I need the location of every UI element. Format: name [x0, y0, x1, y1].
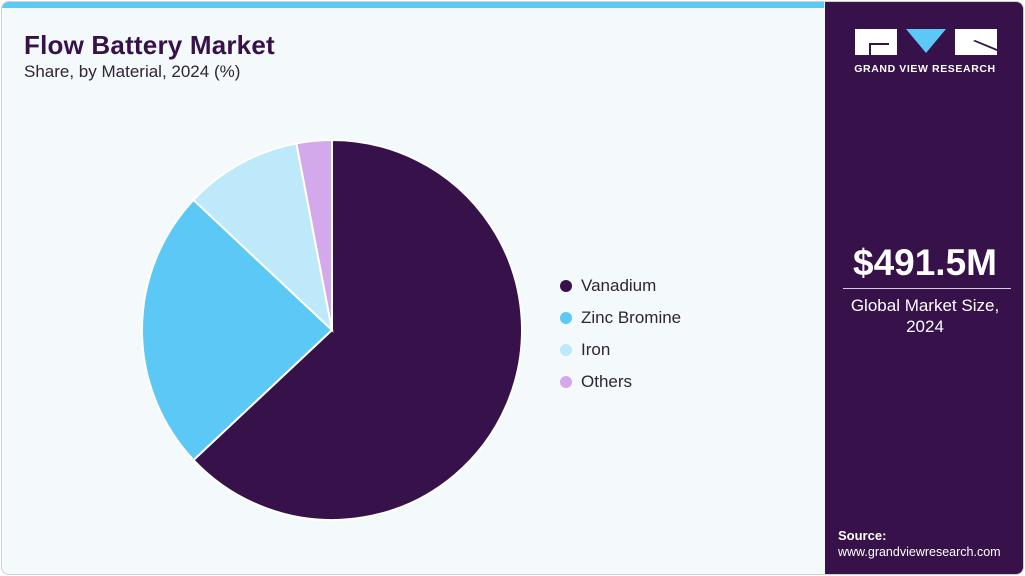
pie-slice-vanadium — [192, 138, 523, 521]
market-size-label-line2: 2024 — [906, 317, 944, 336]
legend-item-iron: Iron — [560, 334, 681, 366]
market-size-label-line1: Global Market Size, — [850, 296, 1000, 315]
accent-bar — [2, 2, 824, 8]
logo-text: GRAND VIEW RESEARCH — [854, 63, 996, 75]
legend-label: Vanadium — [581, 276, 657, 295]
chart-legend: Vanadium Zinc Bromine Iron Others — [560, 270, 681, 398]
grand-view-research-logo — [855, 29, 997, 55]
legend-dot-icon — [560, 344, 572, 356]
legend-label: Others — [581, 372, 633, 391]
source-label: Source: — [838, 528, 887, 543]
pie-slice-others — [295, 138, 333, 331]
market-size-value: $491.5M — [853, 242, 997, 283]
pie-slice-iron — [192, 142, 334, 333]
source-link[interactable]: www.grandviewresearch.com — [838, 545, 1001, 559]
legend-item-vanadium: Vanadium — [560, 270, 681, 302]
pie-slice-zinc-bromine — [141, 198, 334, 462]
market-size-label: Global Market Size, 2024 — [825, 295, 1023, 337]
legend-label: Iron — [581, 340, 611, 359]
chart-title: Flow Battery Market — [24, 30, 275, 60]
info-sidebar: GRAND VIEW RESEARCH $491.5M Global Marke… — [825, 2, 1023, 574]
legend-dot-icon — [560, 376, 572, 388]
legend-item-others: Others — [560, 366, 681, 398]
divider — [843, 288, 1011, 289]
legend-dot-icon — [560, 312, 572, 324]
legend-label: Zinc Bromine — [581, 308, 682, 327]
legend-item-zinc-bromine: Zinc Bromine — [560, 302, 681, 334]
legend-dot-icon — [560, 280, 572, 292]
pie-chart — [141, 138, 523, 521]
chart-subtitle: Share, by Material, 2024 (%) — [24, 62, 241, 81]
